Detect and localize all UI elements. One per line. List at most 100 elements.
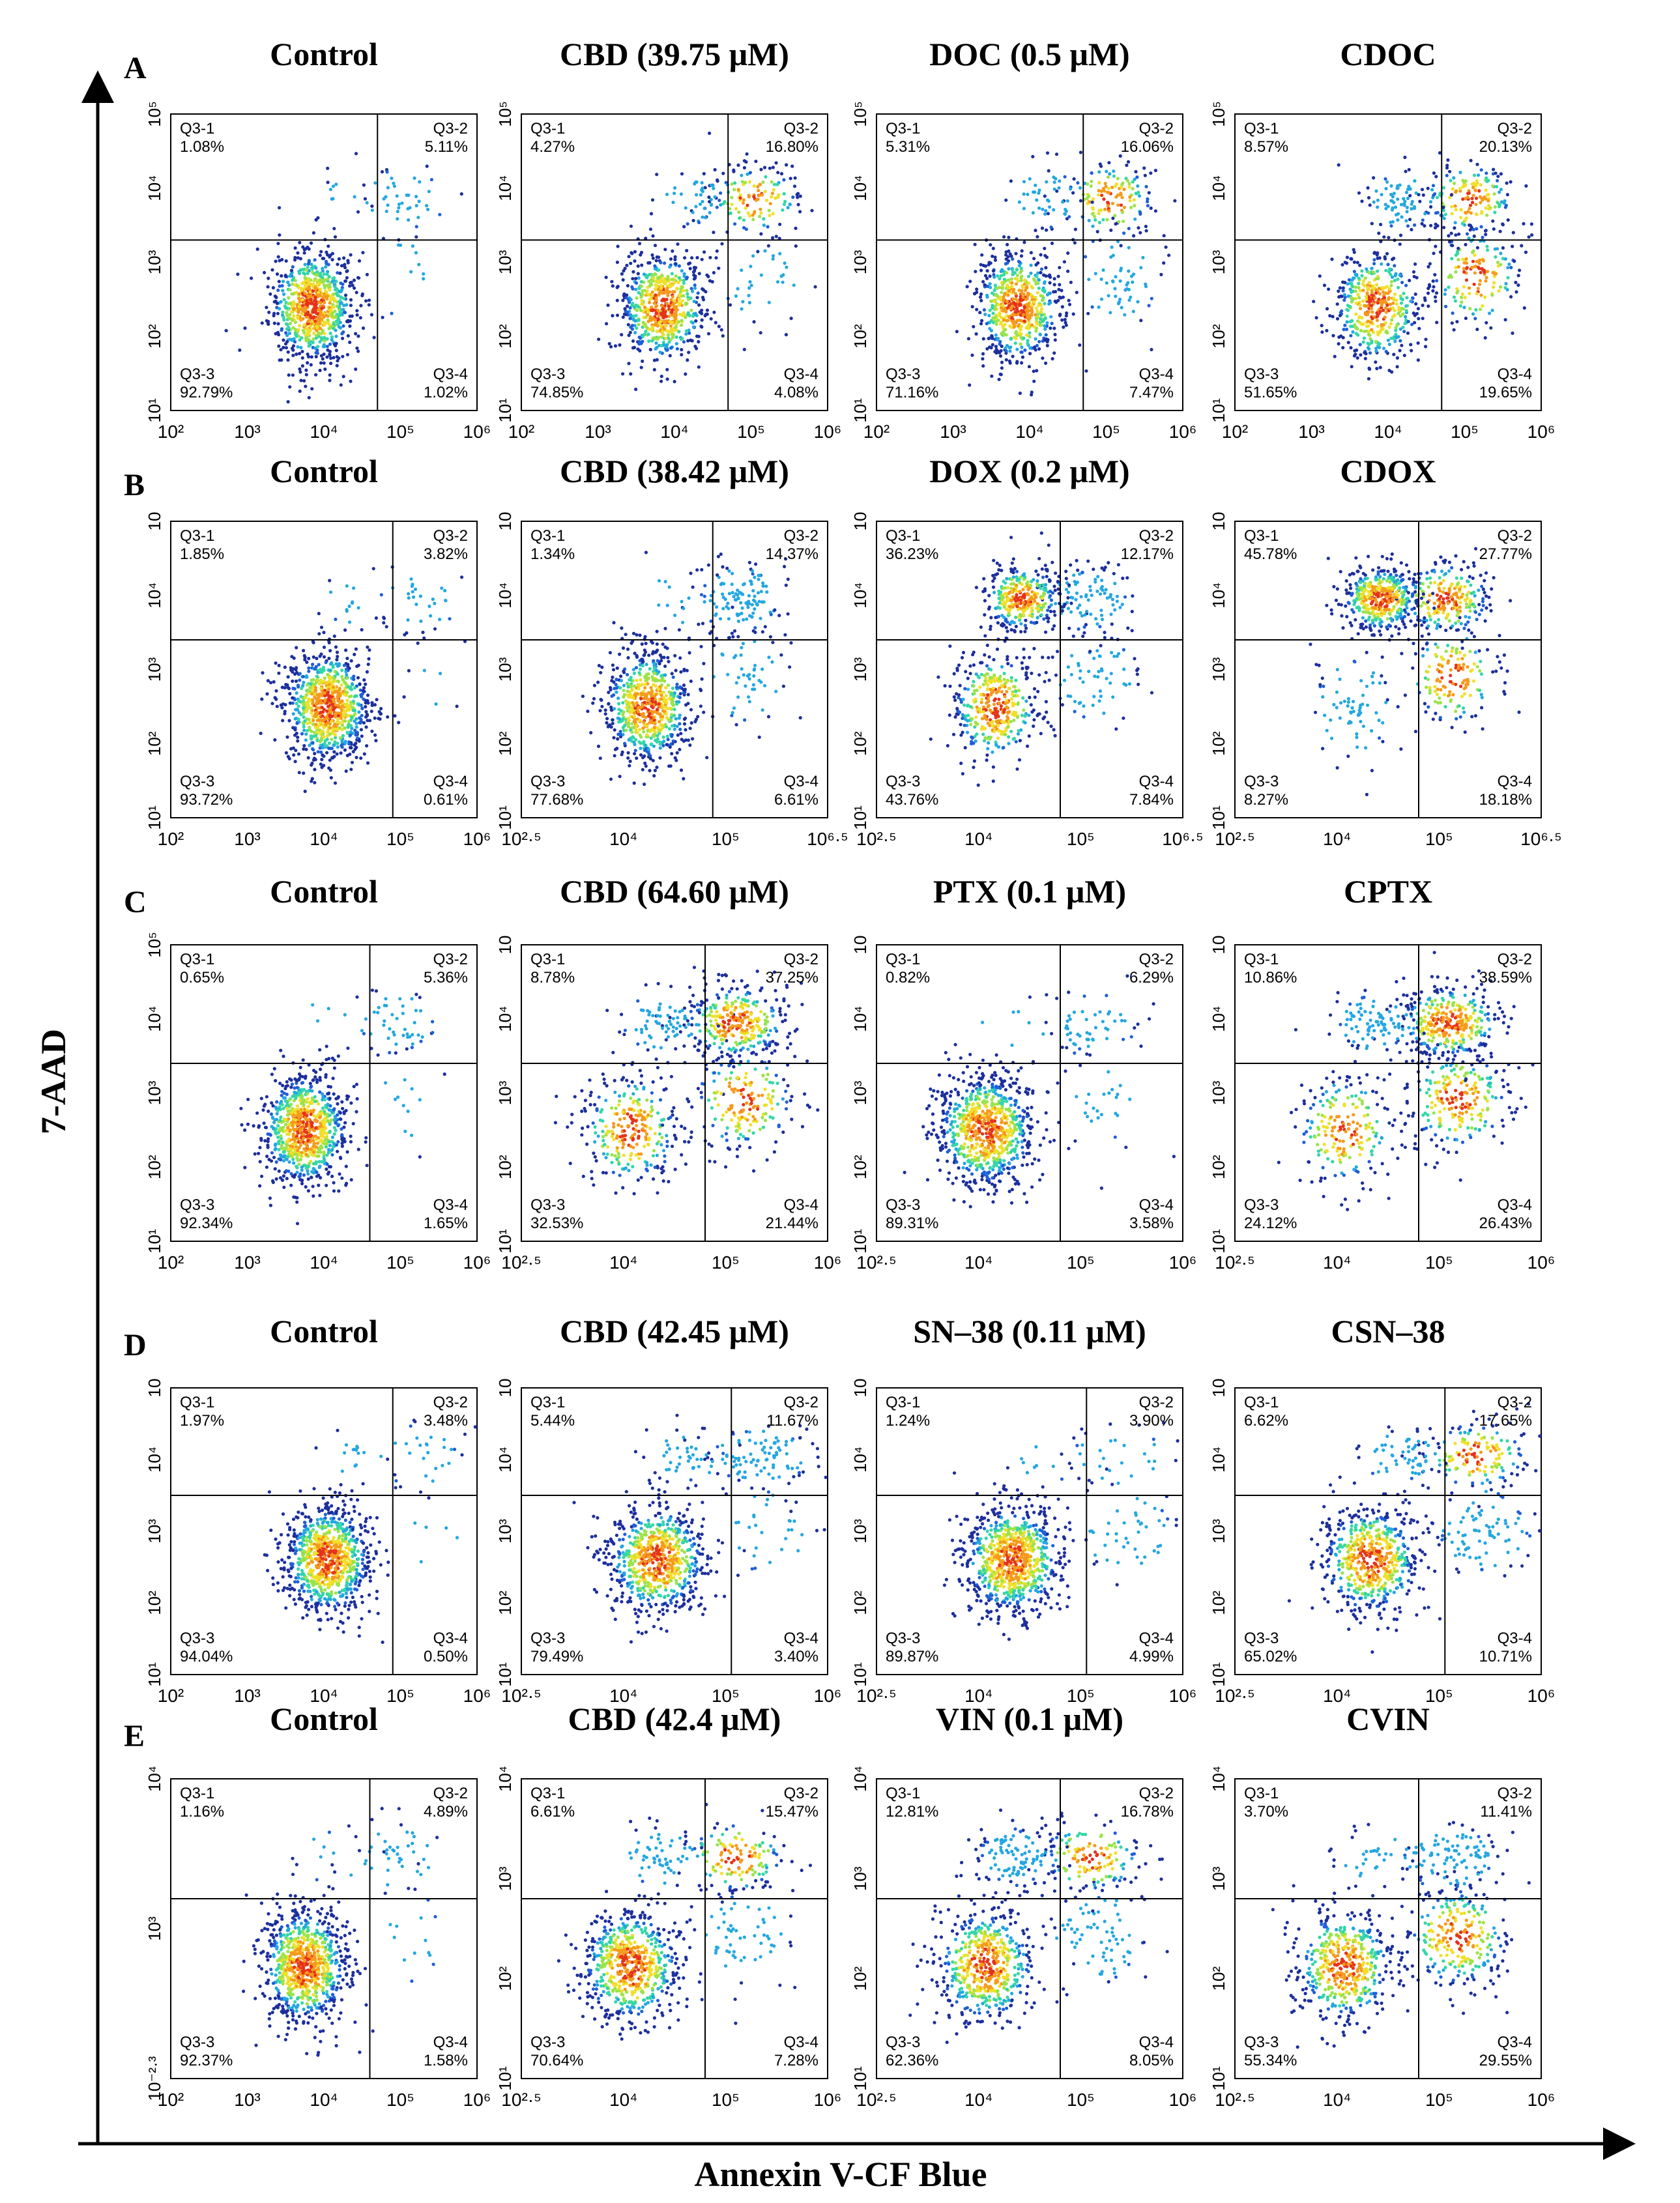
- y-tick-label: 10²: [1209, 1591, 1228, 1615]
- y-tick-label: 10¹: [495, 1229, 515, 1254]
- quadrant-name: Q3-4: [1498, 1630, 1532, 1647]
- quadrant-name: Q3-2: [1498, 527, 1532, 545]
- y-tick-label: 10¹: [145, 1662, 164, 1687]
- quadrant-percentage: 8.05%: [1129, 2052, 1174, 2069]
- quadrant-percentage: 0.65%: [180, 969, 224, 986]
- y-tick-label: 10²: [145, 1591, 164, 1615]
- row-label: E: [124, 1719, 145, 1753]
- x-tick-label: 10⁶: [1169, 1686, 1197, 1706]
- x-tick-label: 10⁴: [609, 2090, 637, 2110]
- y-tick-label: 10⁴: [1209, 1766, 1228, 1792]
- quadrant-name: Q3-2: [1498, 1394, 1532, 1411]
- quadrant-name: Q3-4: [1139, 2034, 1174, 2051]
- quadrant-name: Q3-4: [1139, 1196, 1174, 1214]
- y-tick-label: 10²: [495, 731, 515, 756]
- quadrant-percentage: 55.34%: [1244, 2052, 1297, 2069]
- quadrant-percentage: 3.48%: [424, 1412, 468, 1430]
- quadrant-name: Q3-1: [1244, 120, 1279, 137]
- quadrant-name: Q3-2: [1139, 1785, 1174, 1802]
- quadrant-percentage: 16.06%: [1121, 138, 1174, 156]
- flow-panel: CDOXQ3-145.78%Q3-227.77%Q3-38.27%Q3-418.…: [1209, 453, 1562, 849]
- x-tick-label: 10⁶: [1169, 2090, 1197, 2110]
- flow-panel: CBD (42.4 μM)Q3-16.61%Q3-215.47%Q3-370.6…: [495, 1701, 841, 2110]
- x-tick-label: 10³: [234, 1252, 260, 1273]
- x-tick-label: 10⁴: [609, 829, 637, 849]
- quadrant-percentage: 29.55%: [1479, 2052, 1532, 2069]
- quadrant-name: Q3-4: [784, 1630, 818, 1647]
- y-tick-label: 10³: [495, 1080, 515, 1105]
- quadrant-name: Q3-4: [433, 773, 468, 790]
- quadrant-percentage: 5.36%: [424, 969, 468, 986]
- x-tick-label: 10⁴: [1374, 422, 1402, 442]
- quadrant-name: Q3-2: [433, 120, 468, 137]
- quadrant-percentage: 8.78%: [530, 969, 575, 986]
- quadrant-name: Q3-2: [1139, 120, 1174, 137]
- quadrant-name: Q3-3: [886, 773, 920, 790]
- quadrant-name: Q3-2: [784, 1394, 818, 1411]
- quadrant-name: Q3-4: [784, 2034, 818, 2051]
- quadrant-percentage: 36.23%: [886, 545, 938, 563]
- y-tick-label: 10¹: [495, 805, 515, 830]
- quadrant-percentage: 1.97%: [180, 1412, 224, 1430]
- quadrant-percentage: 8.27%: [1244, 791, 1288, 809]
- quadrant-name: Q3-4: [433, 1630, 468, 1647]
- quadrant-name: Q3-3: [886, 2034, 920, 2051]
- quadrant-name: Q3-4: [1139, 366, 1174, 383]
- quadrant-percentage: 6.62%: [1244, 1412, 1288, 1430]
- x-tick-label: 10²·⁵: [856, 1686, 896, 1706]
- x-tick-label: 10⁶: [463, 422, 491, 442]
- x-tick-label: 10⁴: [310, 422, 338, 442]
- x-tick-label: 10⁶: [1169, 1252, 1197, 1273]
- panel-title: Control: [270, 1701, 378, 1737]
- quadrant-name: Q3-4: [1139, 773, 1174, 790]
- x-tick-label: 10⁴: [1323, 829, 1351, 849]
- y-tick-label: 10⁵: [1209, 101, 1228, 127]
- quadrant-percentage: 94.04%: [180, 1648, 233, 1665]
- quadrant-percentage: 3.90%: [1129, 1412, 1174, 1430]
- global-y-axis-label: 7-AAD: [34, 1029, 73, 1134]
- flow-panel: CDOCQ3-18.57%Q3-220.13%Q3-351.65%Q3-419.…: [1209, 36, 1555, 442]
- x-tick-label: 10²: [158, 1686, 184, 1706]
- plot-frame: [1235, 114, 1541, 410]
- plot-frame: [521, 945, 828, 1241]
- global-x-axis-label: Annexin V-CF Blue: [694, 2155, 987, 2194]
- plot-frame: [521, 1779, 828, 2079]
- x-tick-label: 10⁵: [386, 422, 414, 442]
- x-tick-label: 10⁶: [1528, 422, 1556, 442]
- y-tick-label: 10³: [850, 250, 870, 274]
- quadrant-percentage: 1.08%: [180, 138, 224, 156]
- y-tick-label: 10: [850, 1379, 870, 1398]
- quadrant-percentage: 3.82%: [424, 545, 468, 563]
- x-tick-label: 10⁴: [310, 829, 338, 849]
- quadrant-percentage: 10.71%: [1479, 1648, 1532, 1665]
- quadrant-name: Q3-2: [1498, 120, 1532, 137]
- plot-frame: [171, 945, 477, 1241]
- y-tick-label: 10³: [495, 1866, 515, 1891]
- quadrant-name: Q3-4: [1139, 1630, 1174, 1647]
- flow-panel: CPTXQ3-110.86%Q3-238.59%Q3-324.12%Q3-426…: [1209, 873, 1555, 1273]
- flow-cytometry-figure: 7-AAD Annexin V-CF Blue A ControlQ3-11.08…: [0, 0, 1680, 2203]
- quadrant-percentage: 1.24%: [886, 1412, 930, 1430]
- quadrant-percentage: 7.47%: [1129, 384, 1174, 401]
- panel-title: CBD (39.75 μM): [560, 36, 789, 72]
- panel-title: Control: [270, 873, 378, 910]
- quadrant-name: Q3-1: [530, 951, 565, 968]
- quadrant-percentage: 6.61%: [530, 1803, 575, 1821]
- quadrant-name: Q3-3: [530, 1630, 565, 1647]
- quadrant-percentage: 15.47%: [766, 1803, 818, 1821]
- y-tick-label: 10³: [1209, 250, 1228, 274]
- x-tick-label: 10⁶·⁵: [1162, 829, 1204, 849]
- y-tick-label: 10: [850, 936, 870, 955]
- x-tick-label: 10²·⁵: [856, 829, 896, 849]
- quadrant-name: Q3-4: [1498, 1196, 1532, 1214]
- quadrant-name: Q3-1: [886, 1785, 920, 1802]
- flow-panel: CBD (38.42 μM)Q3-11.34%Q3-214.37%Q3-377.…: [495, 453, 848, 849]
- panel-title: CPTX: [1344, 873, 1432, 910]
- x-tick-label: 10²·⁵: [501, 2090, 541, 2110]
- y-tick-label: 10³: [1209, 657, 1228, 682]
- y-tick-label: 10¹: [850, 1229, 870, 1254]
- quadrant-name: Q3-1: [1244, 1394, 1279, 1411]
- quadrant-name: Q3-3: [530, 2034, 565, 2051]
- quadrant-name: Q3-2: [433, 1785, 468, 1802]
- quadrant-name: Q3-4: [1498, 2034, 1532, 2051]
